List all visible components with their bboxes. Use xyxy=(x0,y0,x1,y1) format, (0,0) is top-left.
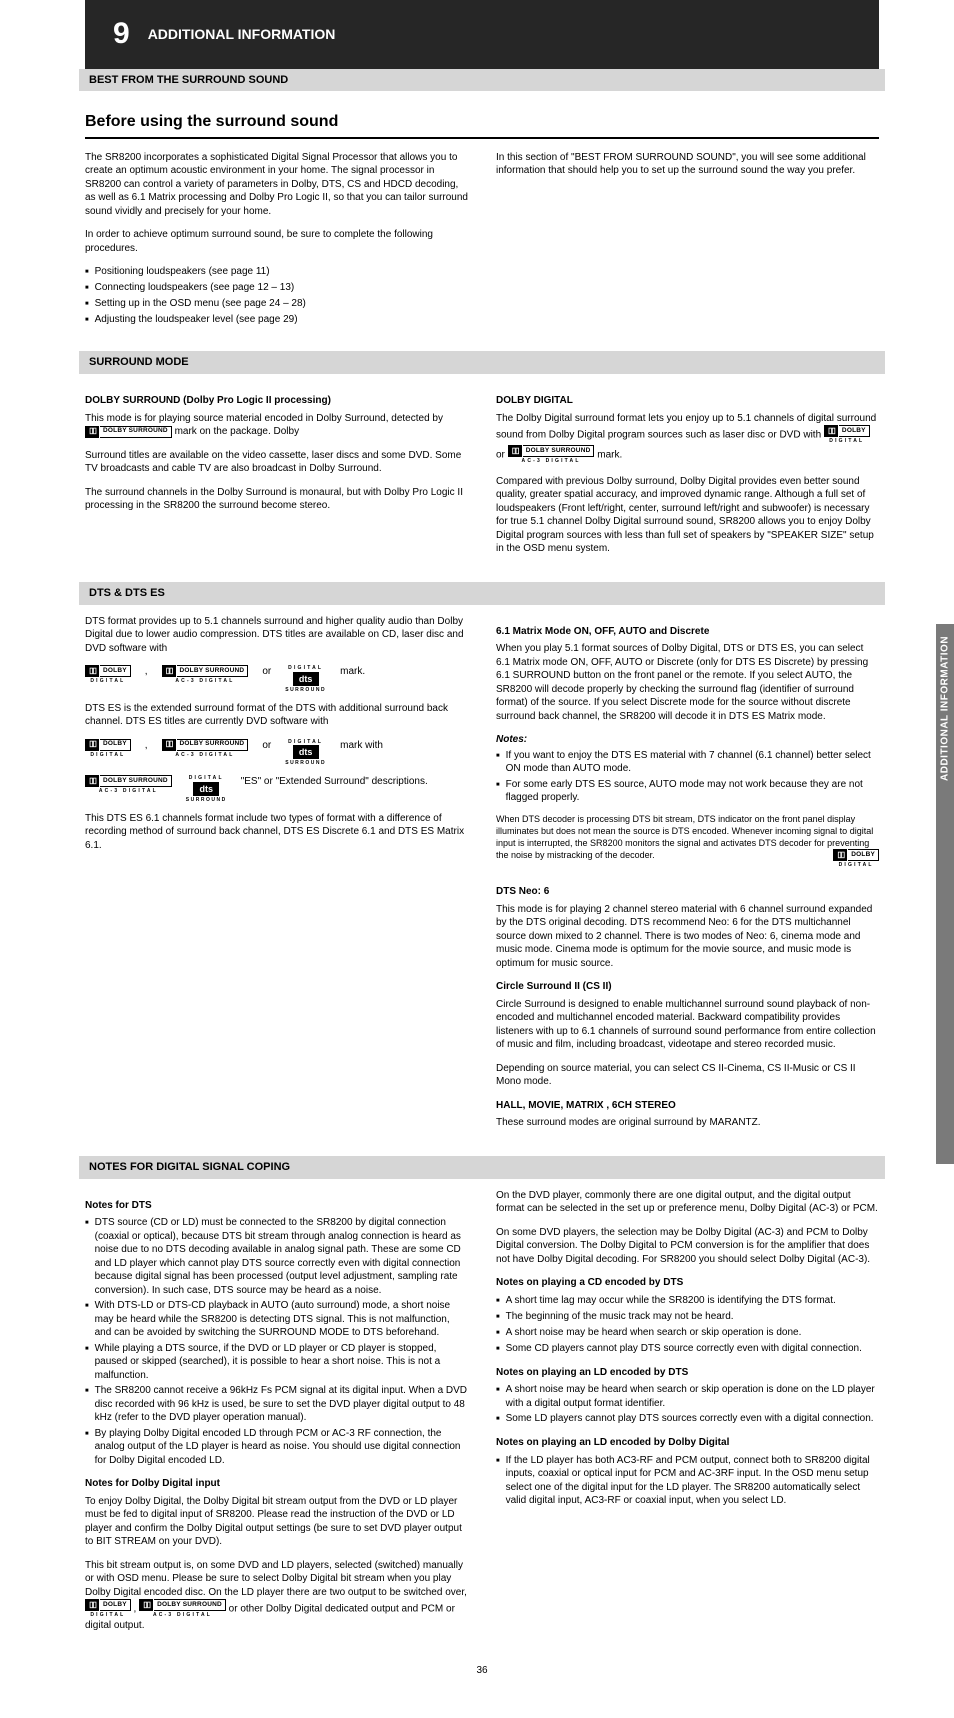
body-text: These surround modes are original surrou… xyxy=(496,1116,879,1130)
body-text: When DTS decoder is processing DTS bit s… xyxy=(496,813,879,862)
list-item: Some LD players cannot play DTS sources … xyxy=(506,1412,874,1426)
subheading: Notes on playing an LD encoded by DTS xyxy=(496,1366,879,1380)
dolby-digital-logo: ▯▯DOLBY DIGITAL xyxy=(85,665,131,685)
side-tab: ADDITIONAL INFORMATION xyxy=(936,624,954,1164)
body-text: This bit stream output is, on some DVD a… xyxy=(85,1559,468,1633)
body-text: Depending on source material, you can se… xyxy=(496,1062,879,1089)
subheading: Notes for Dolby Digital input xyxy=(85,1477,468,1491)
list-item: Positioning loudspeakers (see page 11) xyxy=(95,265,270,279)
notes-label: Notes: xyxy=(496,733,879,747)
section-strip: BEST FROM THE SURROUND SOUND xyxy=(79,69,885,92)
body-text: The surround channels in the Dolby Surro… xyxy=(85,486,468,513)
dolby-digital-logo: ▯▯DOLBY DIGITAL xyxy=(85,739,131,759)
body-text: On some DVD players, the selection may b… xyxy=(496,1226,879,1267)
list-item: With DTS-LD or DTS-CD playback in AUTO (… xyxy=(95,1299,468,1340)
body-text: The Dolby Digital surround format lets y… xyxy=(496,412,879,465)
body-text: mark. xyxy=(340,665,365,679)
list-item: By playing Dolby Digital encoded LD thro… xyxy=(95,1427,468,1468)
list-item: The SR8200 cannot receive a 96kHz Fs PCM… xyxy=(95,1384,468,1425)
subheading: Notes on playing a CD encoded by DTS xyxy=(496,1276,879,1290)
intro-text: In order to achieve optimum surround sou… xyxy=(85,228,468,255)
chapter-number: 9 xyxy=(113,14,130,55)
list-item: Adjusting the loudspeaker level (see pag… xyxy=(95,313,298,327)
body-text: Surround titles are available on the vid… xyxy=(85,449,468,476)
section-heading: Before using the surround sound xyxy=(85,111,879,139)
body-text: When you play 5.1 format sources of Dolb… xyxy=(496,642,879,723)
subheading: HALL, MOVIE, MATRIX , 6CH STEREO xyxy=(496,1099,879,1113)
body-text: mark with xyxy=(340,739,383,753)
list-item: Connecting loudspeakers (see page 12 – 1… xyxy=(95,281,295,295)
dolby-surround-ac3-logo: ▯▯DOLBY SURROUND AC-3 DIGITAL xyxy=(162,739,249,759)
subheading: Notes on playing an LD encoded by Dolby … xyxy=(496,1436,879,1450)
subheading: Notes for DTS xyxy=(85,1199,468,1213)
intro-text: The SR8200 incorporates a sophisticated … xyxy=(85,151,468,219)
subheading: 6.1 Matrix Mode ON, OFF, AUTO and Discre… xyxy=(496,625,879,639)
subheading: DOLBY DIGITAL xyxy=(496,394,879,408)
subheading: Circle Surround II (CS II) xyxy=(496,980,879,994)
body-text: On the DVD player, commonly there are on… xyxy=(496,1189,879,1216)
page-number: 36 xyxy=(85,1664,879,1678)
dolby-digital-logo: ▯▯DOLBY DIGITAL xyxy=(824,425,870,445)
body-text: DTS ES is the extended surround format o… xyxy=(85,702,468,729)
list-item: A short noise may be heard when search o… xyxy=(506,1326,802,1340)
chapter-header: 9 ADDITIONAL INFORMATION xyxy=(85,0,879,69)
body-text: To enjoy Dolby Digital, the Dolby Digita… xyxy=(85,1495,468,1549)
list-item: If the LD player has both AC3-RF and PCM… xyxy=(506,1454,879,1508)
dolby-surround-ac3-logo: ▯▯DOLBY SURROUND AC-3 DIGITAL xyxy=(85,775,172,795)
list-item: For some early DTS ES source, AUTO mode … xyxy=(506,778,879,805)
body-text: This mode is for playing 2 channel stere… xyxy=(496,903,879,971)
body-text: This mode is for playing source material… xyxy=(85,412,468,439)
separator: or xyxy=(262,665,271,679)
dolby-digital-logo: ▯▯DOLBY DIGITAL xyxy=(85,1599,131,1619)
dolby-surround-logo: ▯▯DOLBY SURROUND xyxy=(85,426,172,438)
intro-text: In this section of "BEST FROM SURROUND S… xyxy=(496,151,879,178)
section-strip: NOTES FOR DIGITAL SIGNAL COPING xyxy=(79,1156,885,1179)
body-text: DTS format provides up to 5.1 channels s… xyxy=(85,615,468,656)
body-text: This DTS ES 6.1 channels format include … xyxy=(85,812,468,853)
subheading: DTS Neo: 6 xyxy=(496,885,879,899)
list-item: DTS source (CD or LD) must be connected … xyxy=(95,1216,468,1297)
separator: , xyxy=(145,665,148,679)
dolby-surround-ac3-logo: ▯▯DOLBY SURROUND AC-3 DIGITAL xyxy=(508,445,595,465)
list-item: Setting up in the OSD menu (see page 24 … xyxy=(95,297,306,311)
section-strip: SURROUND MODE xyxy=(79,351,885,374)
body-text: Circle Surround is designed to enable mu… xyxy=(496,998,879,1052)
list-item: A short time lag may occur while the SR8… xyxy=(506,1294,836,1308)
dts-logo: DIGITAL dts SURROUND xyxy=(285,665,326,694)
dolby-surround-ac3-logo: ▯▯DOLBY SURROUND AC-3 DIGITAL xyxy=(162,665,249,685)
dolby-surround-ac3-logo: ▯▯DOLBY SURROUND AC-3 DIGITAL xyxy=(139,1599,226,1619)
list-item: A short noise may be heard when search o… xyxy=(506,1383,879,1410)
list-item: If you want to enjoy the DTS ES material… xyxy=(506,749,879,776)
body-text: Compared with previous Dolby surround, D… xyxy=(496,475,879,556)
dts-logo: DIGITAL dts SURROUND xyxy=(285,739,326,768)
chapter-title: ADDITIONAL INFORMATION xyxy=(148,25,336,44)
dolby-digital-logo: ▯▯DOLBY DIGITAL xyxy=(833,849,879,869)
subheading: DOLBY SURROUND (Dolby Pro Logic II proce… xyxy=(85,394,468,408)
list-item: The beginning of the music track may not… xyxy=(506,1310,734,1324)
body-text: "ES" or "Extended Surround" descriptions… xyxy=(241,775,428,789)
separator: or xyxy=(262,739,271,753)
separator: , xyxy=(145,739,148,753)
section-strip: DTS & DTS ES xyxy=(79,582,885,605)
list-item: Some CD players cannot play DTS source c… xyxy=(506,1342,862,1356)
dts-logo: DIGITAL dts SURROUND xyxy=(186,775,227,804)
